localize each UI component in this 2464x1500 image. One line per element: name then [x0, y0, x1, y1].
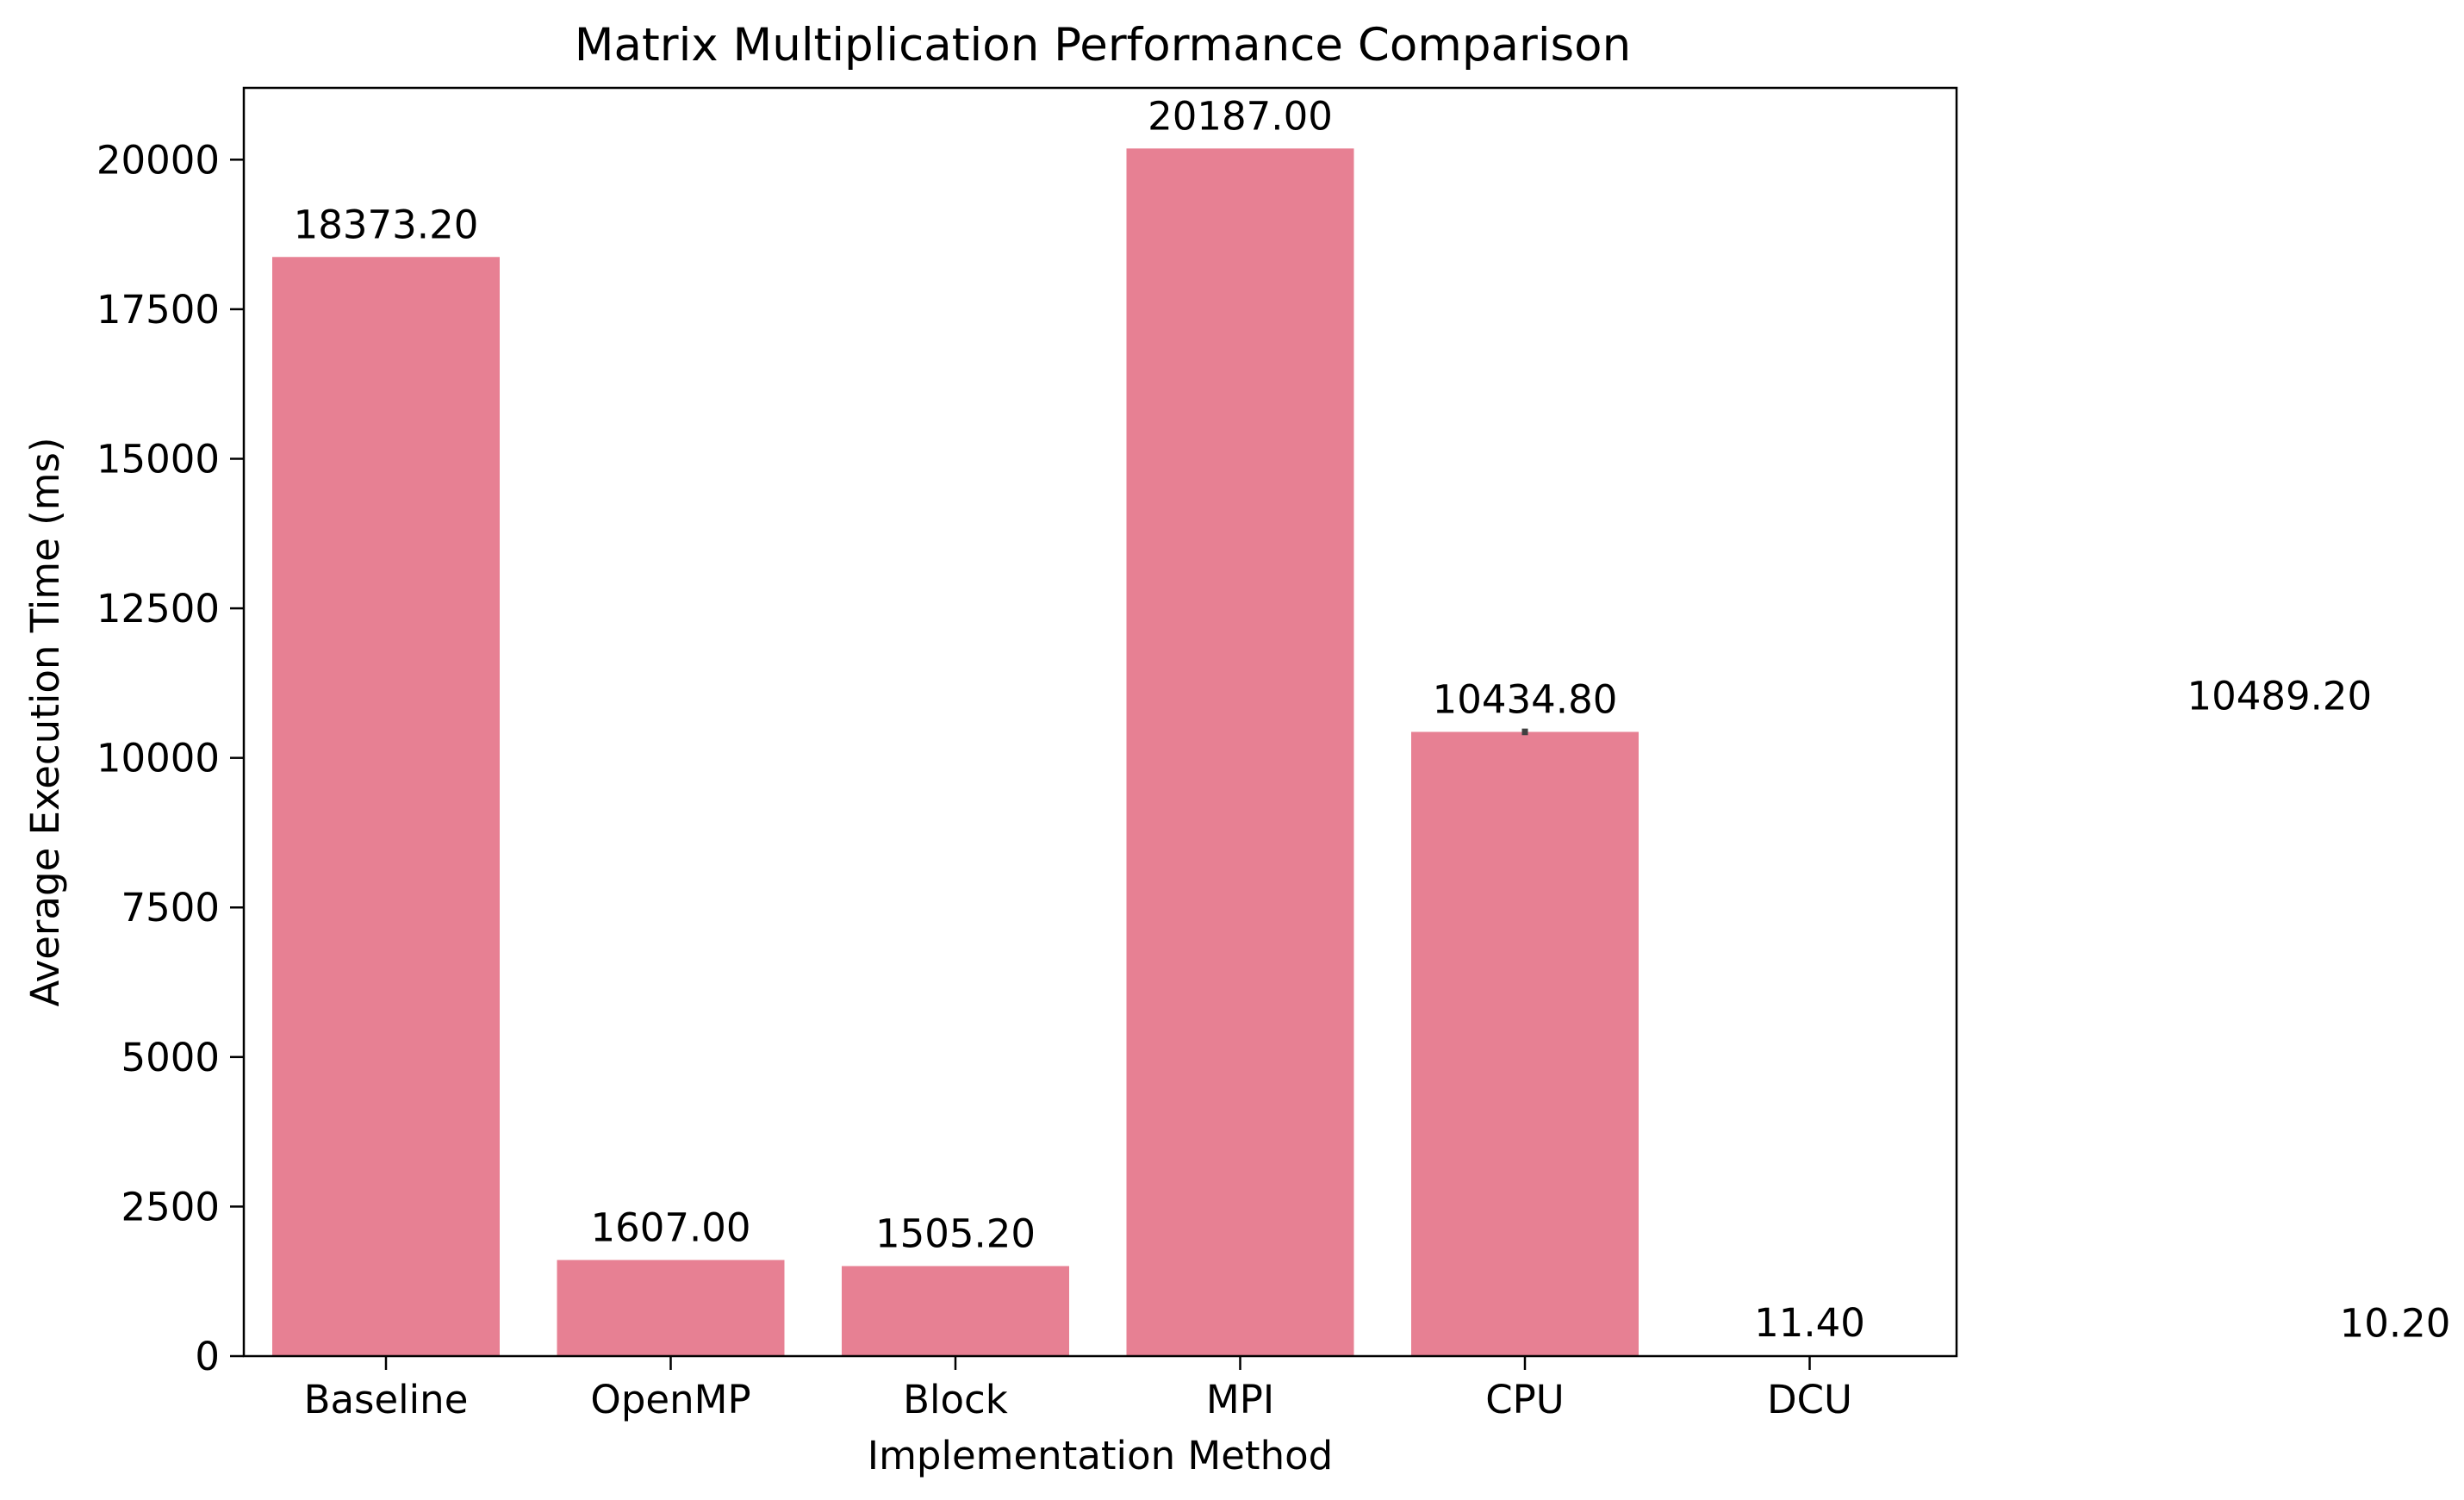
- y-axis: 0 2500 5000 7500 10000 12500 15000 17500 20000: [96, 137, 244, 1379]
- extra-annotation: 10489.20: [2187, 674, 2372, 719]
- y-tick-label: 17500: [96, 287, 220, 333]
- data-label-openmp: 1607.00: [590, 1204, 750, 1250]
- y-tick-label: 15000: [96, 436, 220, 482]
- data-label-dcu: 11.40: [1754, 1300, 1865, 1346]
- bars: [272, 148, 1924, 1357]
- y-tick-label: 7500: [121, 885, 220, 930]
- extra-annotations: 10489.20 10.20: [2187, 674, 2450, 1347]
- data-label-cpu: 10434.80: [1433, 676, 1618, 722]
- y-tick-label: 20000: [96, 137, 220, 183]
- data-label-mpi: 20187.00: [1148, 93, 1333, 139]
- y-tick-label: 2500: [121, 1184, 220, 1229]
- plot-frame: [242, 86, 1958, 1358]
- x-tick-label: MPI: [1206, 1377, 1274, 1422]
- x-tick-label: Block: [903, 1377, 1008, 1422]
- data-label-baseline: 18373.20: [294, 202, 479, 247]
- bar-mpi: [1126, 148, 1354, 1356]
- extra-annotation: 10.20: [2340, 1300, 2451, 1346]
- chart-title: Matrix Multiplication Performance Compar…: [575, 19, 1631, 72]
- bar-cpu: [1411, 731, 1639, 1356]
- x-tick-label: DCU: [1767, 1377, 1852, 1422]
- y-tick-label: 5000: [121, 1035, 220, 1080]
- x-tick-label: Baseline: [304, 1377, 469, 1422]
- bar-block: [842, 1266, 1069, 1356]
- y-tick-label: 12500: [96, 586, 220, 632]
- x-tick-label: CPU: [1485, 1377, 1565, 1422]
- y-tick-label: 0: [195, 1334, 220, 1379]
- y-axis-label: Average Execution Time (ms): [22, 437, 68, 1006]
- x-axis: Baseline OpenMP Block MPI CPU DCU: [304, 1356, 1852, 1422]
- y-tick-label: 10000: [96, 736, 220, 781]
- bar-openmp: [557, 1260, 785, 1356]
- x-tick-label: OpenMP: [590, 1377, 750, 1422]
- data-label-block: 1505.20: [875, 1211, 1036, 1256]
- data-labels: 18373.20 1607.00 1505.20 20187.00 10434.80 11…: [294, 93, 1865, 1346]
- bar-baseline: [272, 257, 500, 1357]
- x-axis-label: Implementation Method: [868, 1433, 1333, 1478]
